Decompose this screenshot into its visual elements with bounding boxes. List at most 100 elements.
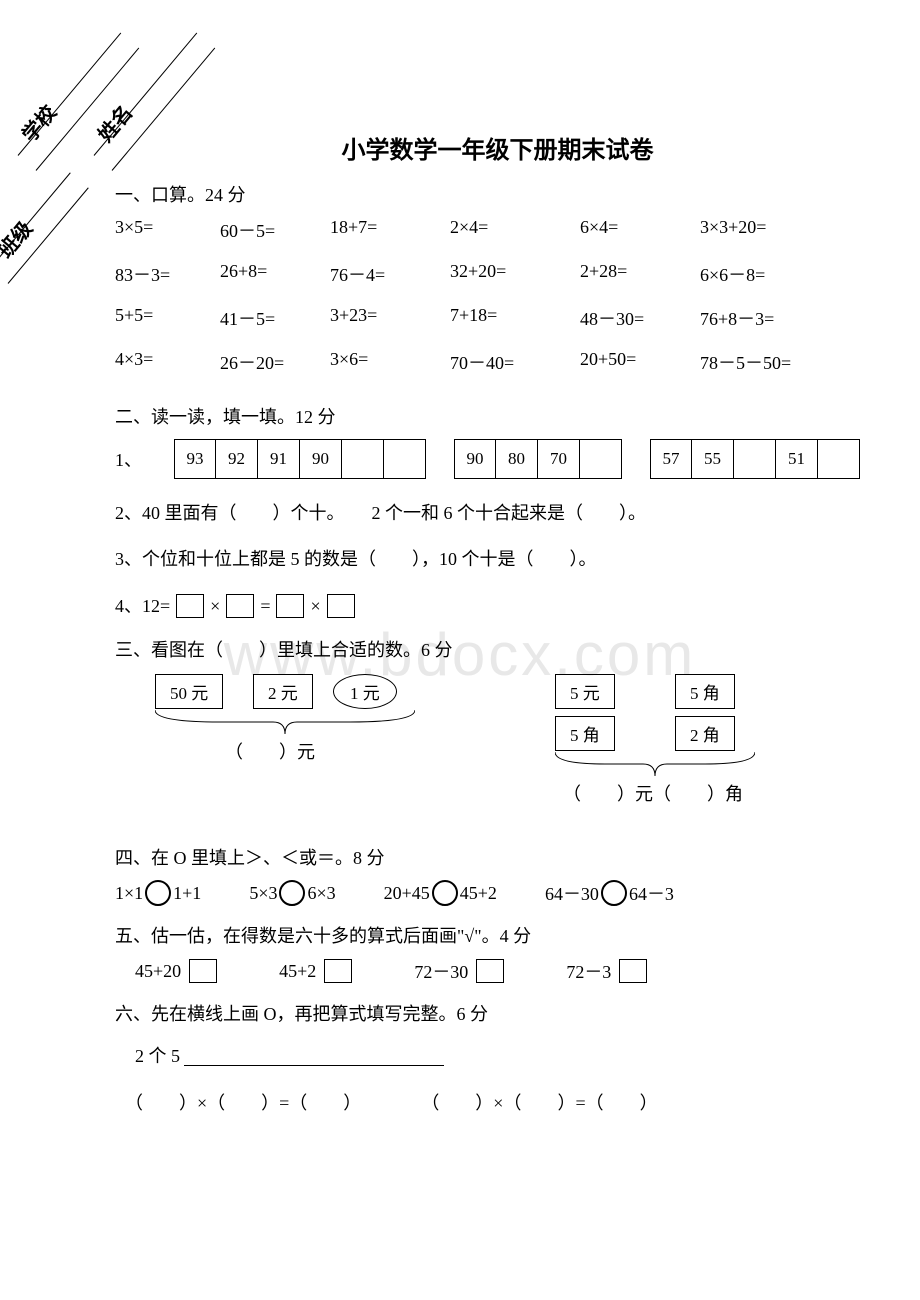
section3-header: 三、看图在（ ）里填上合适的数。6 分 [115,636,880,662]
est-expr: 72－30 [414,958,468,984]
draw-line [184,1046,444,1066]
seq-box: 90 [300,439,342,479]
cmp-left: 64－30 [545,880,599,906]
blank-box [324,959,352,983]
seq-group-3: 57 55 51 [650,439,860,479]
money-box: 2 元 [253,674,313,709]
blank-box [476,959,504,983]
calc-item: 41－5= [220,305,330,331]
seq-box: 92 [216,439,258,479]
calc-item: 26+8= [220,261,330,287]
brace-icon [555,750,755,780]
eq-row: （ ）×（ ）=（ ） （ ）×（ ）=（ ） [125,1089,880,1115]
compare-item: 1×1 1+1 [115,880,201,906]
q4-prefix: 4、12= [115,590,170,622]
money-answer: （ ）元（ ）角 [563,780,743,806]
calc-item: 76－4= [330,261,450,287]
calc-item: 70－40= [450,349,580,375]
seq-box [384,439,426,479]
section1-header: 一、口算。24 分 [115,181,880,207]
money-oval: 1 元 [333,674,397,709]
cmp-left: 5×3 [249,883,277,904]
calc-item: 18+7= [330,217,450,243]
calc-item: 78－5－50= [700,349,840,375]
calc-item: 5+5= [115,305,220,331]
blank-box [189,959,217,983]
calc-item: 83－3= [115,261,220,287]
money-row: 50 元 2 元 1 元 （ ）元 5 元 5 角 5 角 2 角 （ ）元（ … [135,674,880,824]
money-box: 5 角 [555,716,615,751]
compare-row: 1×1 1+1 5×3 6×3 20+45 45+2 64－30 64－3 [115,880,880,906]
cmp-right: 64－3 [629,880,674,906]
seq-group-1: 93 92 91 90 [174,439,426,479]
calc-item: 6×4= [580,217,700,243]
q2-text: 2、40 里面有（ ）个十。 2 个一和 6 个十合起来是（ ）。 [115,497,880,529]
blank-box [276,594,304,618]
calc-item: 2+28= [580,261,700,287]
money-answer: （ ）元 [225,738,315,764]
est-item: 72－3 [566,958,649,984]
blank-box [619,959,647,983]
calc-item: 20+50= [580,349,700,375]
cmp-right: 45+2 [460,883,497,904]
times-sign: × [210,590,220,622]
q4-line: 4、12= × = × [115,590,880,622]
seq-box [342,439,384,479]
seq-box: 55 [692,439,734,479]
estimate-row: 45+20 45+2 72－30 72－3 [135,958,880,984]
circle-blank [279,880,305,906]
cmp-right: 6×3 [307,883,335,904]
seq-group-2: 90 80 70 [454,439,622,479]
blank-box [327,594,355,618]
calc-item: 4×3= [115,349,220,375]
money-box: 5 元 [555,674,615,709]
calc-grid: 3×5= 60－5= 18+7= 2×4= 6×4= 3×3+20= 83－3=… [115,217,880,375]
seq-box: 80 [496,439,538,479]
fill-equation: （ ）×（ ）=（ ） [125,1089,361,1115]
seq-box [580,439,622,479]
est-item: 45+2 [279,958,354,984]
cmp-left: 20+45 [384,883,430,904]
est-expr: 72－3 [566,958,611,984]
calc-item: 48－30= [580,305,700,331]
calc-item: 2×4= [450,217,580,243]
money-box: 5 角 [675,674,735,709]
seq-box: 51 [776,439,818,479]
section5-header: 五、估一估，在得数是六十多的算式后面画"√"。4 分 [115,922,880,948]
sequence-row: 1、 93 92 91 90 90 80 70 57 55 51 [115,439,880,479]
q3-text: 3、个位和十位上都是 5 的数是（ ），10 个十是（ ）。 [115,543,880,575]
calc-item: 60－5= [220,217,330,243]
seq-box: 93 [174,439,216,479]
calc-item: 3×3+20= [700,217,840,243]
page-title: 小学数学一年级下册期末试卷 [115,130,880,165]
cmp-left: 1×1 [115,883,143,904]
brace-icon [155,708,415,738]
compare-item: 20+45 45+2 [384,880,497,906]
s6-label: 2 个 5 [135,1040,180,1072]
compare-item: 64－30 64－3 [545,880,674,906]
circle-blank [145,880,171,906]
compare-item: 5×3 6×3 [249,880,335,906]
blank-box [176,594,204,618]
q1-label: 1、 [115,446,142,472]
est-item: 72－30 [414,958,506,984]
eq-sign: = [260,590,270,622]
money-group-2: 5 元 5 角 5 角 2 角 （ ）元（ ）角 [535,674,795,824]
calc-item: 32+20= [450,261,580,287]
circle-blank [432,880,458,906]
section2-header: 二、读一读，填一填。12 分 [115,403,880,429]
calc-item: 3×5= [115,217,220,243]
calc-item: 6×6－8= [700,261,840,287]
times-sign: × [310,590,320,622]
seq-box [734,439,776,479]
calc-item: 3×6= [330,349,450,375]
money-box: 50 元 [155,674,223,709]
fill-equation: （ ）×（ ）=（ ） [421,1089,657,1115]
money-group-1: 50 元 2 元 1 元 （ ）元 [135,674,435,794]
s6-line: 2 个 5 [135,1040,880,1072]
calc-item: 76+8－3= [700,305,840,331]
calc-item: 3+23= [330,305,450,331]
cmp-right: 1+1 [173,883,201,904]
circle-blank [601,880,627,906]
est-item: 45+20 [135,958,219,984]
